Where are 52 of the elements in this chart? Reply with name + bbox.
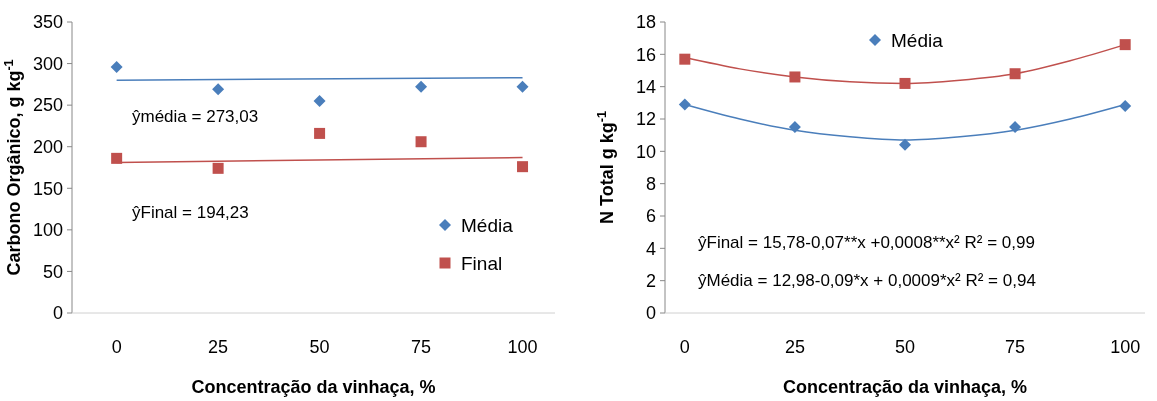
y-tick-label: 150 [32,178,63,199]
point [678,98,691,111]
point [679,53,691,65]
x-tick-label: 50 [309,337,330,357]
y-tick-label: 50 [42,261,63,282]
point [516,80,529,93]
y-tick-label: 12 [635,109,656,130]
y-tick-label: 300 [32,53,63,74]
y-tick-label: 4 [645,238,656,259]
point [212,83,225,96]
y-tick-label: 14 [635,76,656,97]
legend-label: Média [461,214,514,236]
x-tick-label: 50 [894,337,916,357]
y-tick-label: 8 [645,173,656,194]
point [899,77,911,89]
y-tick-label: 250 [32,95,63,116]
x-tick-label: 0 [679,337,690,357]
y-tick-label: 6 [645,206,656,227]
y-tick-label: 0 [52,303,63,324]
legend-label: Final [461,252,503,274]
y-tick-label: 100 [32,220,63,241]
point [212,162,224,174]
x-tick-label: 75 [1005,337,1026,357]
x-tick-label: 25 [784,337,805,357]
y-tick-label: 10 [635,141,656,162]
point [899,138,911,151]
point [313,94,326,107]
point [517,161,529,173]
annotation: ŷFinal = 194,23 [132,203,249,222]
y-tick-label: 16 [635,44,656,65]
x-tick-label: 100 [1110,337,1141,357]
annotation: ŷFinal = 15,78-0,07**x +0,0008**x² R² = 0,99 [698,233,1035,252]
x-axis-title: Concentração da vinhaça, % [782,377,1028,397]
x-axis-title: Concentração da vinhaça, % [191,377,436,397]
y-tick-label: 0 [645,303,656,324]
point [314,127,326,139]
annotation: ŷMédia = 12,98-0,09*x + 0,0009*x² R² = 0,94 [698,271,1036,290]
x-tick-label: 75 [411,337,432,357]
legend-label: Média [891,29,944,51]
x-tick-label: 100 [507,337,538,357]
y-tick-label: 18 [635,12,656,33]
point [111,152,123,164]
y-tick-label: 2 [645,270,656,291]
point [110,60,123,73]
annotation: ŷmédia = 273,03 [132,107,259,126]
y-tick-label: 350 [32,12,63,33]
point [415,136,427,148]
point [415,80,428,93]
y-tick-label: 200 [32,137,63,158]
point [1119,39,1131,51]
x-tick-label: 25 [208,337,229,357]
x-tick-label: 0 [111,337,122,357]
